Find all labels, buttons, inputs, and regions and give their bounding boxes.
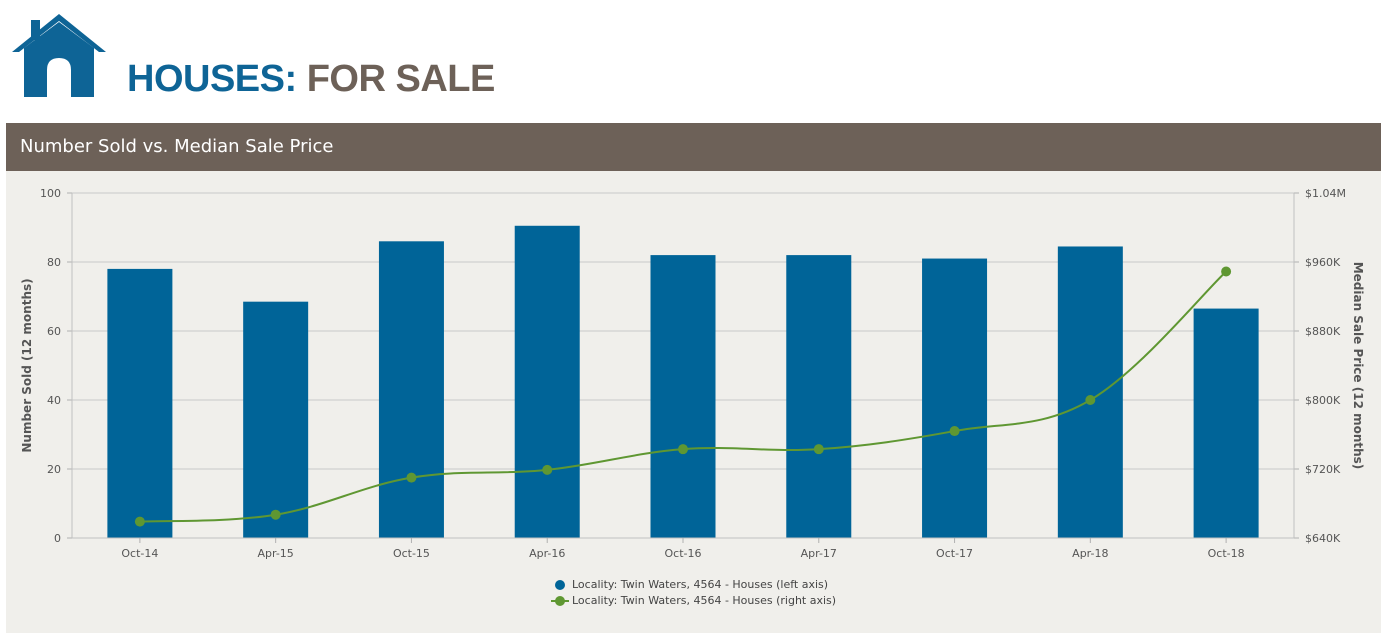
y2-tick-label: $880K (1305, 325, 1341, 338)
panel-title: Number Sold vs. Median Sale Price (20, 136, 334, 157)
y2-tick-label: $800K (1305, 394, 1341, 407)
bar (378, 241, 444, 539)
page-header: HOUSES: FOR SALE (0, 0, 1397, 123)
line-point (1085, 395, 1096, 405)
legend-label-bar: Locality: Twin Waters, 4564 - Houses (le… (572, 578, 829, 591)
bar (514, 225, 580, 538)
y2-axis-title: Median Sale Price (12 months) (1351, 262, 1365, 470)
y2-tick-label: $640K (1305, 532, 1341, 545)
x-tick-label: Apr-18 (1072, 547, 1108, 560)
bar (786, 255, 852, 538)
bar (107, 268, 173, 538)
series-line (139, 270, 1227, 523)
line-point (406, 472, 417, 483)
bar (922, 258, 988, 538)
line-point (1221, 266, 1232, 277)
y-tick-label: 40 (47, 394, 61, 407)
y2-tick-label: $960K (1305, 256, 1341, 269)
x-tick-label: Oct-17 (936, 547, 973, 560)
legend-label-line: Locality: Twin Waters, 4564 - Houses (ri… (572, 594, 837, 607)
bar (243, 301, 309, 538)
bar (1193, 308, 1259, 538)
y-tick-label: 0 (54, 532, 61, 545)
brand-word-for-sale: FOR SALE (306, 58, 496, 100)
y-tick-label: 60 (47, 325, 61, 338)
line-point (678, 444, 688, 455)
line-point (542, 464, 553, 475)
legend[interactable]: Locality: Twin Waters, 4564 - Houses (le… (545, 575, 841, 613)
y-axis-title: Number Sold (12 months) (20, 278, 34, 452)
x-tick-label: Apr-15 (258, 547, 294, 560)
y2-tick-label: $1.04M (1305, 187, 1346, 200)
panel-header: Number Sold vs. Median Sale Price (6, 123, 1381, 171)
line-point (134, 516, 145, 527)
x-tick-label: Oct-14 (121, 547, 158, 560)
line-point (270, 509, 281, 520)
house-icon (12, 14, 106, 97)
y2-tick-label: $720K (1305, 463, 1341, 476)
x-tick-label: Oct-18 (1208, 547, 1245, 560)
brand-title: HOUSES: FOR SALE (127, 58, 495, 101)
x-tick-label: Oct-15 (393, 547, 430, 560)
bar-series (107, 225, 1259, 539)
x-tick-label: Oct-16 (665, 547, 702, 560)
brand-word-houses: HOUSES: (127, 58, 297, 100)
line-series (134, 266, 1232, 527)
axes: 0 20 40 60 80 100 $640K $720K $800K $880K $960K $1.… (20, 187, 1365, 560)
y-tick-label: 80 (47, 256, 61, 269)
y-tick-label: 20 (47, 463, 61, 476)
x-tick-label: Apr-17 (801, 547, 837, 560)
legend-line-marker (551, 596, 569, 606)
bar (650, 255, 716, 538)
bar (1057, 246, 1123, 538)
line-point (949, 426, 960, 437)
legend-bar-marker (555, 580, 565, 590)
line-point (813, 444, 824, 455)
y-tick-label: 100 (40, 187, 61, 200)
x-tick-label: Apr-16 (529, 547, 565, 560)
